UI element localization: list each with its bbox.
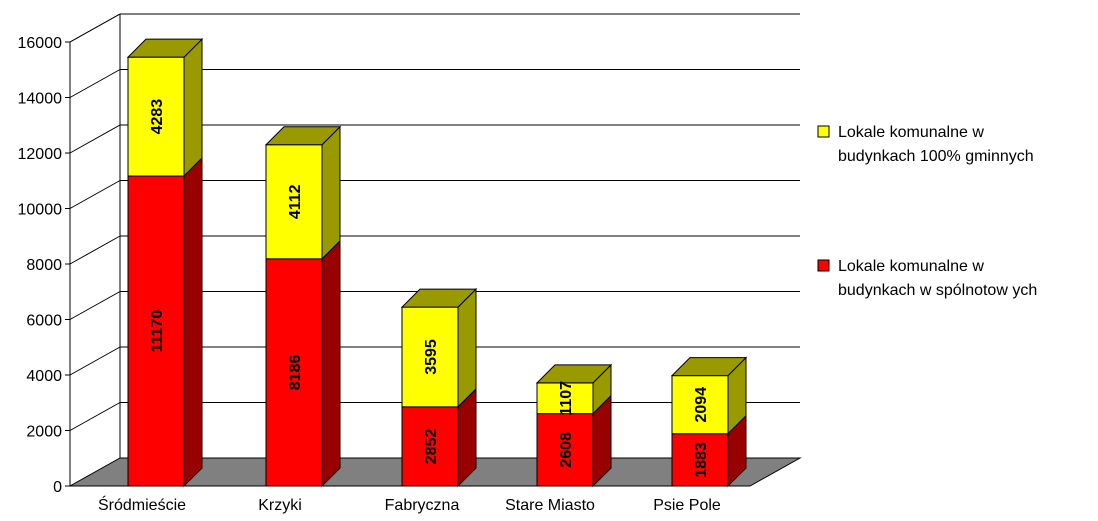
data-label: 4112 [287, 184, 304, 219]
gridline-side [69, 124, 121, 154]
bar-top-face [535, 364, 613, 384]
y-tick-label: 10000 [18, 202, 63, 219]
bar-segment-wspolnotowych [536, 413, 594, 487]
y-tick-label: 16000 [18, 35, 63, 52]
y-tick-label: 6000 [26, 313, 62, 330]
legend-label: budynkach 100% gminnych [838, 148, 1034, 165]
y-tick-label: 12000 [18, 146, 63, 163]
bar-top-face [670, 357, 748, 377]
legend-label: Lokale komunalne w [838, 258, 984, 275]
wall-top-edge [69, 13, 121, 43]
gridline-side [69, 69, 121, 98]
gridline-side [69, 235, 121, 265]
x-tick-label: Śródmieście [98, 495, 186, 514]
bar-side-face [183, 37, 203, 178]
data-label: 1883 [693, 442, 710, 478]
legend-label: budynkach w spólnotow ych [838, 282, 1037, 299]
bar-stack [400, 287, 478, 488]
data-label: 2094 [693, 387, 710, 423]
gridline-side [69, 180, 121, 209]
x-tick-label: Fabryczna [385, 497, 460, 514]
legend-swatch [817, 259, 830, 272]
category-labels: Śródmieście Krzyki Fabryczna Stare Miasto Ps… [98, 495, 721, 514]
y-tick-label: 14000 [18, 91, 63, 108]
data-label: 2852 [423, 429, 440, 465]
x-tick-label: Krzyki [258, 497, 302, 514]
gridline-side [69, 291, 121, 320]
bar-top-face [264, 126, 342, 146]
bar-stack [126, 37, 204, 488]
data-label: 4283 [149, 99, 166, 135]
y-tick-label: 0 [53, 479, 62, 496]
y-tick-label: 2000 [26, 424, 62, 441]
data-label: 1107 [558, 381, 575, 416]
bar-top-face [400, 288, 478, 308]
bar-top-face [126, 38, 204, 58]
bar-side-face [457, 287, 477, 409]
bar-side-face [321, 125, 341, 261]
bar-segment-gminnych [127, 56, 185, 177]
bar-side-face [321, 239, 341, 488]
bar-segment-wspolnotowych [265, 258, 323, 487]
bar-side-face [183, 156, 203, 488]
legend: Lokale komunalne w budynkach 100% gminnyc… [817, 124, 1037, 299]
data-label: 2608 [558, 432, 575, 468]
data-label: 3595 [423, 339, 440, 375]
bar-stack [535, 363, 613, 488]
bar-segment-wspolnotowych [127, 175, 185, 487]
legend-label: Lokale komunalne w [838, 124, 984, 141]
bar-stack [670, 356, 748, 488]
legend-swatch [817, 125, 830, 138]
data-label: 8186 [287, 355, 304, 391]
y-tick-label: 8000 [26, 257, 62, 274]
bar-segment-wspolnotowych [401, 406, 459, 487]
bar-segment-wspolnotowych [671, 433, 729, 487]
bar-stack [264, 125, 342, 488]
x-tick-label: Psie Pole [653, 497, 721, 514]
y-tick-label: 4000 [26, 368, 62, 385]
data-label: 11170 [149, 310, 166, 353]
data-labels: 11170 4283 8186 4112 2852 3595 2608 1107 1883 209… [149, 99, 710, 478]
y-axis: 0 2000 4000 6000 8000 10000 12000 14000 16000 [18, 35, 71, 496]
bars [126, 37, 748, 488]
x-tick-label: Stare Miasto [505, 497, 595, 514]
bar-segment-gminnych [536, 382, 594, 415]
gridline-side [69, 402, 121, 431]
gridline-side [69, 346, 121, 376]
